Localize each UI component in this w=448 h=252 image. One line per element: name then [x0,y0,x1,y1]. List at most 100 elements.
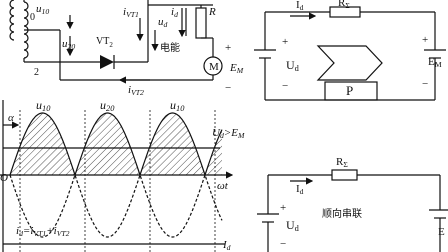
label-text: R [208,6,216,18]
label: RΣ [336,156,348,169]
label: iVT1 [123,6,139,19]
label-text: 顺向串联 [322,207,362,220]
waveform [0,100,234,252]
label-subscript: M [435,60,442,69]
label-text: u [158,16,164,28]
label-text: i [16,225,19,237]
label: E [438,226,445,238]
label: Id [222,239,231,252]
label-subscript: VT2 [131,88,144,97]
label: R [208,6,216,18]
label: 0 [30,12,35,23]
label-text: =i [23,225,33,237]
label-text: I [222,239,228,251]
label-text: E [229,62,237,74]
label-text: + [282,36,288,48]
label-text: I [296,0,300,11]
label-text: P [346,83,353,98]
label: 2 [34,67,39,78]
label-subscript: VT2 [57,229,70,238]
label-text: u [170,98,176,112]
label-text: − [282,80,288,92]
label-text: + [225,42,231,54]
label: ud [158,16,168,29]
label-text: R [336,156,344,168]
label-subscript: VT1 [33,229,46,238]
label-text: u [62,38,68,50]
label: ωt [217,180,229,192]
label-text: R [338,0,346,9]
label: + [422,34,428,46]
series-circuit [257,169,448,252]
label-subscript: 20 [106,104,115,113]
label: Ud>EM [212,127,245,140]
label: Ud [286,58,300,73]
label: + [280,202,286,214]
label-text: − [422,78,428,90]
label-text: M [209,61,219,73]
label: u10 [170,98,185,113]
label-subscript: d [19,229,23,238]
label-text: 2 [34,67,39,78]
label-text: − [225,82,231,94]
label-text: u [36,98,42,112]
label-text: i [128,84,131,96]
label: u20 [100,98,115,113]
label: id [171,6,178,19]
label-text: + [280,202,286,214]
label: − [280,238,286,250]
label-subscript: 20 [68,42,76,51]
label: 电能 [160,41,180,54]
label: Id [296,0,304,12]
label-text: >E [224,127,238,139]
label-subscript: M [236,66,244,75]
label: RΣ [338,0,350,10]
label-subscript: d [227,243,231,252]
label-text: u [100,98,106,112]
label: P [346,83,353,98]
label-text: ωt [217,180,229,192]
label-text: i [171,6,174,18]
label-text: VT [96,36,109,47]
label-text: α [8,112,14,124]
label-text: I [296,183,300,195]
equivalent-circuit [254,6,446,101]
label-subscript: d [300,187,304,196]
label-text: +i [46,225,56,237]
label: + [225,42,231,54]
label: − [282,80,288,92]
label: VT2 [96,36,113,48]
label: u10 [36,98,51,113]
label-subscript: d [174,10,178,19]
label-subscript: VT1 [126,10,139,19]
label: EM [428,56,442,69]
label: u20 [62,38,75,51]
label-subscript: M [237,131,245,140]
label: M [209,61,219,73]
label: − [225,82,231,94]
label-subscript: Σ [345,1,350,10]
label: α [8,112,14,124]
label-text: O [0,172,8,184]
label-subscript: 10 [176,104,185,113]
label-subscript: d [295,224,300,233]
label-text: + [422,34,428,46]
label-text: i [123,6,126,18]
label: id=iVT1+iVT2 [16,225,70,238]
label: Ud [286,218,300,233]
label: Id [296,183,304,196]
label-subscript: 10 [42,7,50,16]
label: u10 [36,3,49,16]
label-text: − [280,238,286,250]
label-subscript: Σ [343,160,348,169]
label-text: u [36,3,42,15]
label-text: U [286,58,295,72]
label-subscript: d [220,131,224,140]
label-text: 电能 [160,41,180,54]
rectifier-circuit [9,0,223,84]
label: O [0,172,8,184]
label-subscript: 2 [109,41,113,49]
label: EM [229,62,244,75]
label: iVT2 [128,84,144,97]
